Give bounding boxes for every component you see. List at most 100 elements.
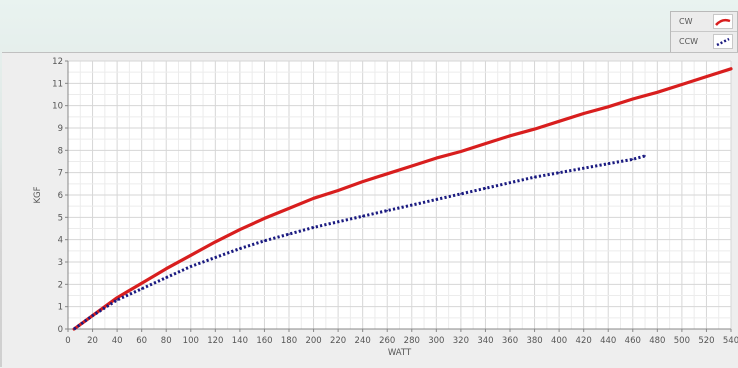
legend-label-cw: CW [679,17,693,26]
x-tick-label: 160 [256,336,272,346]
data-point-ccw [337,221,339,223]
data-point-cw [631,98,634,100]
data-point-cw [140,282,143,285]
y-axis-title: KGF [33,186,43,203]
data-point-ccw [140,288,143,290]
data-point-ccw [312,226,315,229]
x-tick-label: 380 [526,336,542,346]
data-point-ccw [189,265,192,268]
data-point-ccw [91,314,94,317]
y-tick-label: 12 [52,57,63,67]
x-tick-label: 360 [502,336,518,346]
data-point-ccw [386,209,389,212]
x-tick-label: 140 [232,336,248,346]
y-tick-label: 6 [58,191,63,201]
x-tick-label: 320 [453,336,469,346]
y-tick-label: 9 [58,124,63,134]
x-tick-label: 60 [136,336,147,346]
data-point-ccw [73,328,75,330]
x-tick-label: 440 [600,336,616,346]
data-point-ccw [644,155,646,157]
data-point-cw [189,254,192,257]
data-point-cw [263,217,266,220]
data-point-cw [410,165,413,167]
data-point-cw [607,105,610,108]
x-tick-label: 420 [576,336,592,346]
data-point-cw [337,189,339,192]
data-point-ccw [582,167,585,169]
axes: 0 20 40 60 80 100 120 140 160 180 200 220 240 260 280 3… [52,57,738,346]
data-point-ccw [435,198,438,201]
legend-label-ccw: CCW [679,37,699,46]
x-tick-label: 40 [112,336,123,346]
y-tick-label: 4 [58,236,63,246]
data-point-ccw [509,181,511,184]
x-tick-label: 340 [477,336,493,346]
data-point-ccw [460,193,462,195]
data-point-ccw [410,204,413,206]
x-tick-label: 540 [723,336,738,346]
series-line-cw [72,67,733,331]
x-tick-label: 460 [625,336,641,346]
data-point-ccw [484,187,487,190]
data-point-cw [435,157,438,159]
data-point-cw [730,68,732,70]
x-tick-label: 20 [87,336,98,346]
x-tick-label: 180 [281,336,297,346]
data-point-cw [509,135,511,137]
data-point-cw [681,83,683,86]
x-tick-label: 240 [355,336,371,346]
y-tick-label: 3 [58,258,63,268]
data-point-cw [214,241,217,243]
data-point-ccw [631,158,634,161]
data-point-ccw [214,256,217,259]
x-tick-label: 280 [404,336,420,346]
legend-swatch-cw [713,14,733,29]
x-tick-label: 400 [551,336,567,346]
data-point-ccw [263,239,266,242]
legend-item-ccw[interactable]: CCW [671,32,737,51]
data-point-cw [533,128,536,130]
x-tick-label: 500 [674,336,690,346]
x-tick-label: 120 [207,336,223,346]
cw-line-icon [715,18,731,26]
y-tick-label: 7 [58,169,63,179]
data-point-cw [484,142,487,145]
x-tick-label: 220 [330,336,346,346]
y-tick-label: 1 [58,303,63,313]
data-point-ccw [288,233,290,235]
data-point-ccw [533,176,536,178]
x-tick-label: 100 [183,336,199,346]
x-tick-label: 480 [649,336,665,346]
x-tick-label: 520 [698,336,714,346]
x-tick-label: 300 [428,336,444,346]
x-tick-label: 200 [305,336,321,346]
y-tick-label: 11 [52,79,63,89]
data-point-cw [558,120,560,123]
x-axis-title: WATT [388,348,412,358]
data-point-ccw [607,162,610,165]
legend-item-cw[interactable]: CW [671,12,737,32]
data-point-cw [288,207,290,210]
data-point-cw [312,197,315,200]
data-point-cw [361,180,364,183]
data-point-cw [460,150,462,153]
data-point-ccw [558,171,560,174]
y-tick-label: 0 [58,325,63,335]
data-point-cw [386,172,389,175]
x-tick-label: 260 [379,336,395,346]
data-point-ccw [361,215,364,218]
legend: CW CCW [670,11,738,53]
series-layer [72,67,733,331]
legend-swatch-ccw [713,34,733,49]
data-point-cw [239,228,241,231]
y-tick-label: 8 [58,146,63,156]
x-tick-label: 0 [65,336,70,346]
data-point-cw [165,267,168,270]
data-point-cw [582,112,585,115]
y-tick-label: 10 [52,102,63,112]
data-point-cw [116,296,118,299]
data-point-cw [705,75,708,78]
data-point-ccw [116,299,118,301]
